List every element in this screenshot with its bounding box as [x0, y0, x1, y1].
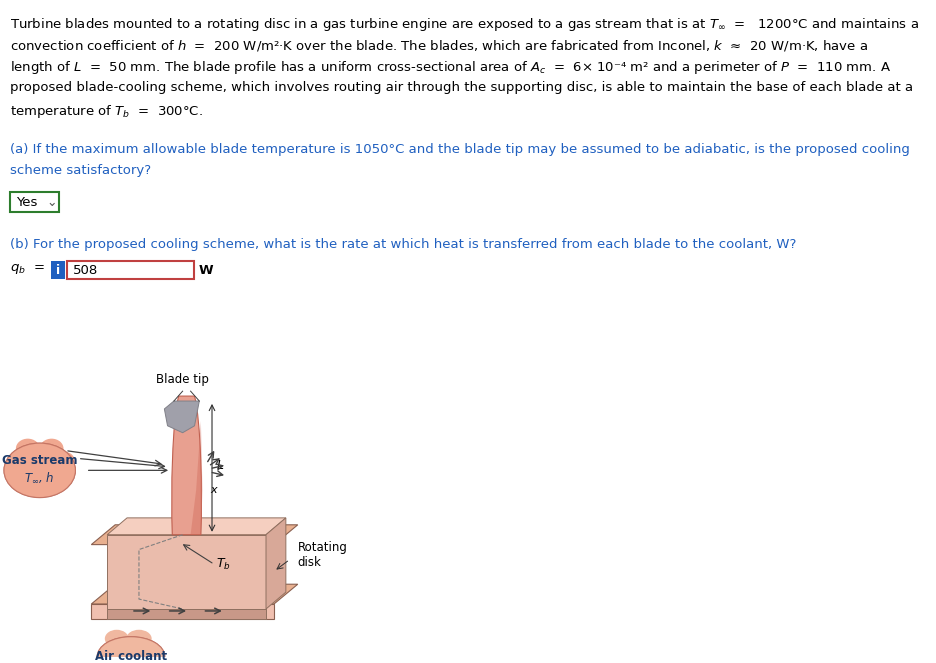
- Text: Rotating
disk: Rotating disk: [298, 540, 347, 568]
- Polygon shape: [92, 525, 298, 544]
- Ellipse shape: [39, 439, 64, 458]
- Text: ⌄: ⌄: [46, 196, 56, 208]
- Ellipse shape: [4, 443, 76, 497]
- Text: Air coolant: Air coolant: [95, 650, 168, 663]
- Text: proposed blade-cooling scheme, which involves routing air through the supporting: proposed blade-cooling scheme, which inv…: [9, 81, 913, 94]
- Polygon shape: [108, 518, 285, 534]
- Text: (b) For the proposed cooling scheme, what is the rate at which heat is transferr: (b) For the proposed cooling scheme, wha…: [9, 237, 796, 251]
- Text: scheme satisfactory?: scheme satisfactory?: [9, 164, 151, 178]
- Text: i: i: [56, 264, 60, 277]
- Text: Gas stream: Gas stream: [2, 454, 78, 467]
- Text: $T_\infty$, $h$: $T_\infty$, $h$: [24, 471, 55, 485]
- PathPatch shape: [171, 396, 201, 534]
- Polygon shape: [92, 604, 274, 619]
- Ellipse shape: [97, 636, 165, 663]
- Ellipse shape: [97, 636, 165, 663]
- Text: $L$: $L$: [216, 459, 225, 472]
- Text: length of $L$  =  50 mm. The blade profile has a uniform cross-sectional area of: length of $L$ = 50 mm. The blade profile…: [9, 60, 891, 76]
- Ellipse shape: [16, 439, 39, 458]
- FancyBboxPatch shape: [9, 192, 59, 212]
- FancyBboxPatch shape: [51, 261, 66, 279]
- Text: $x$: $x$: [211, 485, 219, 495]
- Text: 508: 508: [73, 264, 98, 277]
- Ellipse shape: [105, 630, 128, 648]
- Ellipse shape: [126, 630, 152, 648]
- Polygon shape: [108, 534, 266, 609]
- Ellipse shape: [4, 443, 76, 497]
- PathPatch shape: [165, 401, 199, 433]
- Polygon shape: [92, 584, 298, 604]
- PathPatch shape: [191, 421, 202, 534]
- Polygon shape: [108, 609, 266, 619]
- Ellipse shape: [52, 452, 75, 469]
- Text: (a) If the maximum allowable blade temperature is 1050°C and the blade tip may b: (a) If the maximum allowable blade tempe…: [9, 143, 910, 156]
- Text: temperature of $T_b$  =  300°C.: temperature of $T_b$ = 300°C.: [9, 103, 202, 120]
- Text: $q_b$  =: $q_b$ =: [9, 263, 44, 276]
- Text: Turbine blades mounted to a rotating disc in a gas turbine engine are exposed to: Turbine blades mounted to a rotating dis…: [9, 16, 918, 33]
- Text: W: W: [198, 264, 213, 277]
- Text: Yes: Yes: [16, 196, 37, 208]
- FancyBboxPatch shape: [66, 261, 194, 279]
- Text: convection coefficient of $h$  =  200 W/m²·K over the blade. The blades, which a: convection coefficient of $h$ = 200 W/m²…: [9, 38, 868, 52]
- Polygon shape: [266, 518, 285, 609]
- Text: Blade tip: Blade tip: [156, 373, 209, 386]
- Text: $T_b$: $T_b$: [216, 557, 231, 572]
